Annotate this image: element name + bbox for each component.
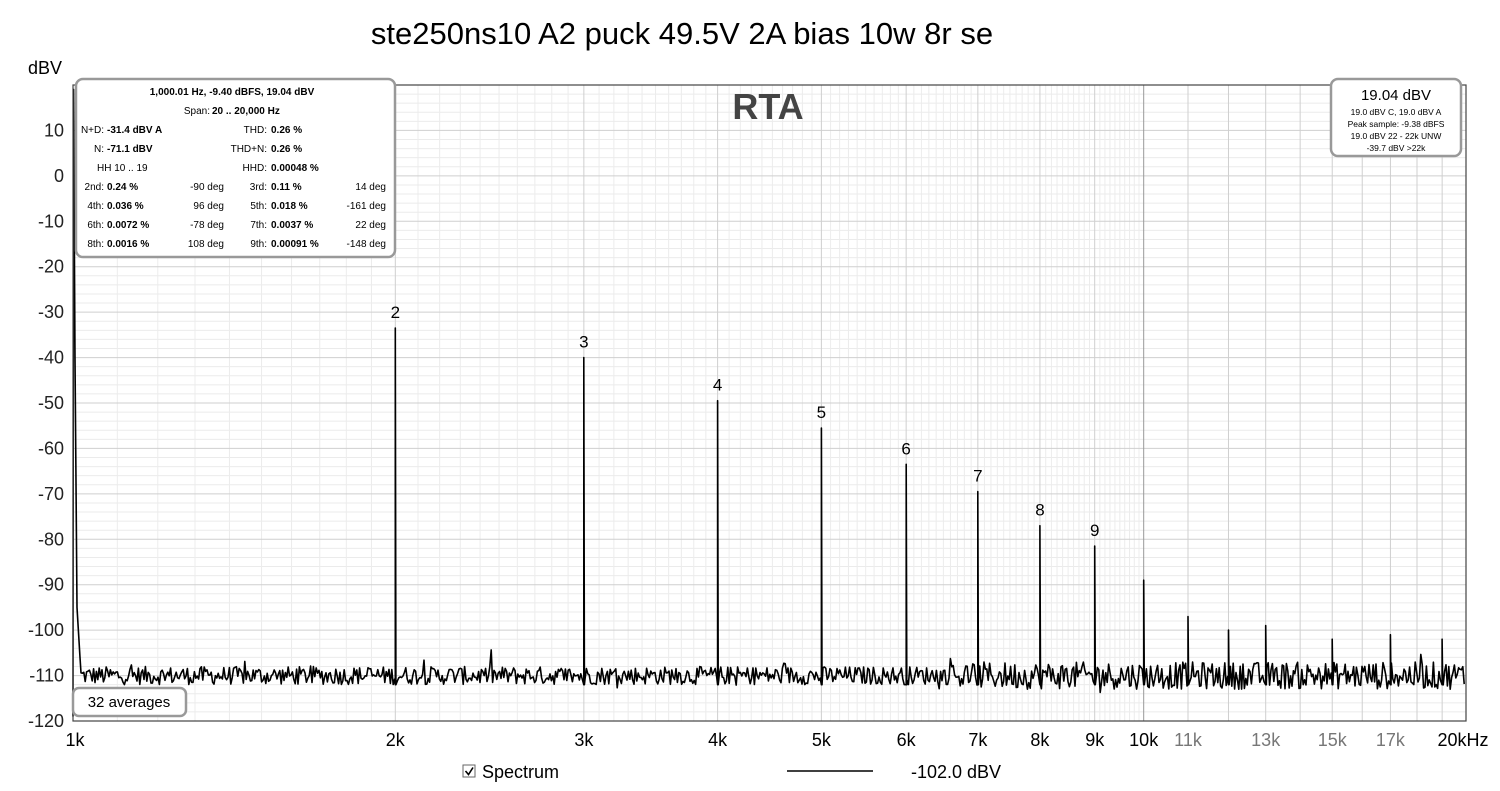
harm-5-label: 5th: xyxy=(250,201,267,212)
harmonic-label: 4 xyxy=(713,376,722,395)
harmonic-labels: 2 3 4 5 6 7 8 9 xyxy=(391,303,1100,540)
level-line-1: 19.0 dBV C, 19.0 dBV A xyxy=(1351,107,1442,117)
info-box: 1,000.01 Hz, -9.40 dBFS, 19.04 dBV Span:… xyxy=(74,77,397,259)
harm-6-label: 6th: xyxy=(87,220,104,231)
y-tick-label: -80 xyxy=(38,529,64,549)
averages-label: 32 averages xyxy=(88,694,171,711)
y-axis-label: dBV xyxy=(28,58,62,78)
harm-2-value: 0.24 % xyxy=(107,182,138,193)
level-main: 19.04 dBV xyxy=(1361,87,1431,104)
info-thdn-value: 0.26 % xyxy=(271,144,302,155)
harm-6-phase: -78 deg xyxy=(190,220,224,231)
x-tick-label: 5k xyxy=(812,730,832,750)
level-line-2: Peak sample: -9.38 dBFS xyxy=(1348,119,1445,129)
rta-label: RTA xyxy=(732,86,803,127)
harm-9-phase: -148 deg xyxy=(347,239,386,250)
x-tick-label: 4k xyxy=(708,730,728,750)
harm-3-label: 3rd: xyxy=(250,182,267,193)
x-tick-label: 1k xyxy=(65,730,85,750)
harm-5-phase: -161 deg xyxy=(347,201,386,212)
x-tick-label: 3k xyxy=(574,730,594,750)
harm-4-label: 4th: xyxy=(87,201,104,212)
harm-4-value: 0.036 % xyxy=(107,201,144,212)
harm-2-label: 2nd: xyxy=(85,182,104,193)
info-nd-label: N+D: xyxy=(81,125,104,136)
level-line-3: 19.0 dBV 22 - 22k UNW xyxy=(1351,131,1442,141)
info-n-label: N: xyxy=(94,144,104,155)
x-tick-label: 9k xyxy=(1085,730,1105,750)
y-tick-label: -40 xyxy=(38,348,64,368)
averages-box: 32 averages xyxy=(71,686,188,718)
harmonic-label: 5 xyxy=(817,403,826,422)
level-box: 19.04 dBV 19.0 dBV C, 19.0 dBV A Peak sa… xyxy=(1329,77,1463,158)
x-tick-label: 8k xyxy=(1030,730,1050,750)
harmonic-label: 2 xyxy=(391,303,400,322)
x-tick-label: 6k xyxy=(897,730,917,750)
y-tick-label: -100 xyxy=(28,620,64,640)
harm-9-label: 9th: xyxy=(250,239,267,250)
y-tick-label: -110 xyxy=(29,666,64,686)
harmonic-label: 9 xyxy=(1090,521,1099,540)
harmonic-label: 6 xyxy=(901,439,910,458)
harm-3-phase: 14 deg xyxy=(355,182,386,193)
harmonic-label: 8 xyxy=(1035,501,1044,520)
x-tick-label: 13k xyxy=(1251,730,1281,750)
harm-8-label: 8th: xyxy=(87,239,104,250)
info-thd-value: 0.26 % xyxy=(271,125,302,136)
harm-5-value: 0.018 % xyxy=(271,201,308,212)
y-tick-label: -20 xyxy=(38,257,64,277)
info-hhd-value: 0.00048 % xyxy=(271,163,319,174)
info-header: 1,000.01 Hz, -9.40 dBFS, 19.04 dBV xyxy=(150,87,315,98)
y-tick-label: 10 xyxy=(44,120,64,140)
harm-7-phase: 22 deg xyxy=(355,220,386,231)
plot-border xyxy=(72,84,1467,722)
harm-4-phase: 96 deg xyxy=(193,201,224,212)
x-tick-label: 15k xyxy=(1318,730,1348,750)
legend-value: -102.0 dBV xyxy=(911,762,1001,782)
y-tick-labels: 10 0 -10 -20 -30 -40 -50 -60 -70 -80 -90 -100 -110 -1… xyxy=(28,120,64,731)
harm-9-value: 0.00091 % xyxy=(271,239,319,250)
y-tick-label: -60 xyxy=(38,438,64,458)
x-tick-label: 2k xyxy=(386,730,406,750)
level-line-4: -39.7 dBV >22k xyxy=(1367,143,1427,153)
info-span-value: 20 .. 20,000 Hz xyxy=(212,106,280,117)
spectrum-checkbox[interactable] xyxy=(462,764,476,778)
info-hh-label: HH 10 .. 19 xyxy=(97,163,148,174)
y-tick-label: 0 xyxy=(54,166,64,186)
info-n-value: -71.1 dBV xyxy=(107,144,153,155)
x-tick-label: 17k xyxy=(1376,730,1406,750)
info-nd-value: -31.4 dBV A xyxy=(107,125,162,136)
info-thd-label: THD: xyxy=(244,125,267,136)
check-icon xyxy=(464,767,474,776)
y-tick-label: -10 xyxy=(38,211,64,231)
x-tick-label: 7k xyxy=(968,730,988,750)
y-tick-label: -90 xyxy=(38,575,64,595)
y-tick-label: -70 xyxy=(38,484,64,504)
y-tick-label: -50 xyxy=(38,393,64,413)
harm-6-value: 0.0072 % xyxy=(107,220,149,231)
info-thdn-label: THD+N: xyxy=(231,144,267,155)
x-tick-labels: 1k 2k 3k 4k 5k 6k 7k 8k 9k 10k 11k 13k 15k 17k 20kHz xyxy=(65,730,1488,750)
info-span-label: Span: xyxy=(184,106,210,117)
legend-spectrum-label: Spectrum xyxy=(482,762,559,782)
y-tick-label: -120 xyxy=(28,711,64,731)
spectrum-series-line xyxy=(72,88,1465,717)
harm-3-value: 0.11 % xyxy=(271,182,302,193)
x-tick-label: 20kHz xyxy=(1437,730,1488,750)
harm-2-phase: -90 deg xyxy=(190,182,224,193)
info-hhd-label: HHD: xyxy=(243,163,267,174)
harm-8-value: 0.0016 % xyxy=(107,239,149,250)
harm-7-value: 0.0037 % xyxy=(271,220,313,231)
x-tick-label: 11k xyxy=(1174,730,1203,750)
harm-8-phase: 108 deg xyxy=(188,239,224,250)
harmonic-label: 7 xyxy=(973,467,982,486)
chart-title: ste250ns10 A2 puck 49.5V 2A bias 10w 8r … xyxy=(371,16,993,51)
legend: Spectrum -102.0 dBV xyxy=(462,762,1001,782)
y-tick-label: -30 xyxy=(38,302,64,322)
harmonic-label: 3 xyxy=(579,333,588,352)
x-tick-label: 10k xyxy=(1129,730,1159,750)
harm-7-label: 7th: xyxy=(250,220,267,231)
